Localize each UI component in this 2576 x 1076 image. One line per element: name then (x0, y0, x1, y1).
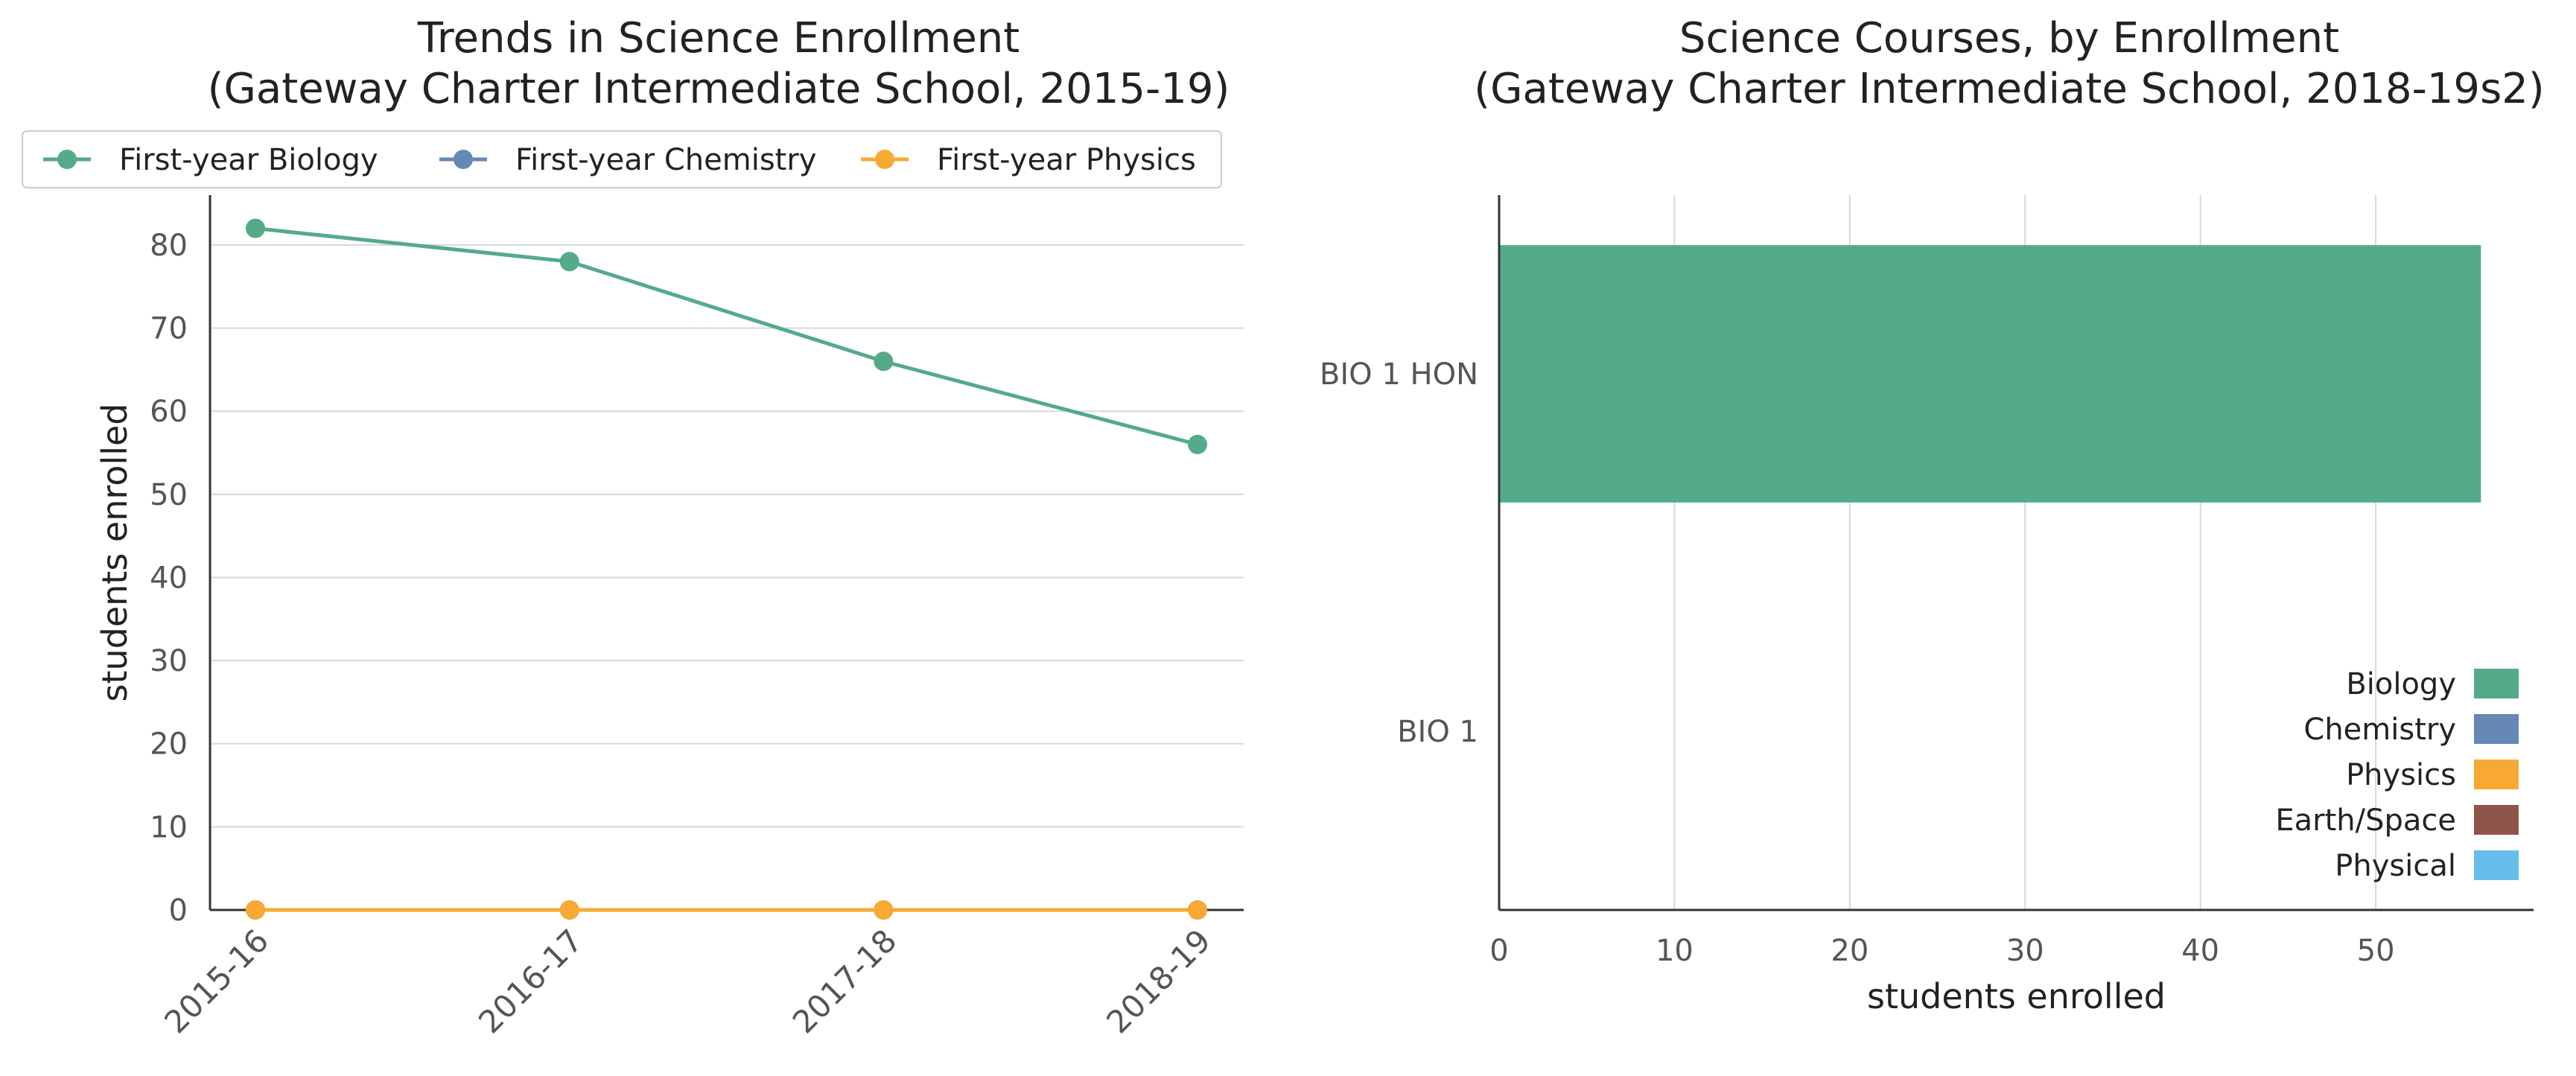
x-tick-label: 2015-16 (157, 922, 276, 1040)
y-tick-label: BIO 1 HON (1320, 357, 1478, 392)
x-tick-label: 30 (2006, 934, 2044, 968)
x-tick-label: 50 (2357, 934, 2395, 968)
data-point-first-year-physics (874, 900, 894, 920)
x-tick-label: 2016-17 (471, 922, 590, 1040)
y-tick-label: 80 (150, 229, 188, 263)
legend-marker (454, 150, 473, 169)
legend-marker (57, 150, 77, 169)
legend-label: Physical (2335, 849, 2456, 883)
x-tick-label: 10 (1656, 934, 1694, 968)
legend-swatch (2474, 669, 2519, 698)
y-tick-label: 0 (169, 894, 188, 928)
legend-label: Biology (2346, 667, 2456, 701)
legend-swatch (2474, 805, 2519, 835)
data-point-first-year-biology (246, 218, 265, 238)
legend-label: Physics (2346, 758, 2456, 792)
y-tick-label: 10 (150, 810, 188, 844)
data-point-first-year-physics (559, 900, 579, 920)
legend-label: Chemistry (2303, 713, 2456, 747)
enrollment-trends-chart: Trends in Science Enrollment(Gateway Cha… (22, 14, 1244, 1040)
y-tick-label: 40 (150, 561, 188, 595)
legend-label: First-year Biology (119, 143, 378, 177)
y-axis-label: students enrolled (95, 404, 135, 702)
y-tick-label: 30 (150, 644, 188, 678)
x-tick-label: 2018-19 (1099, 922, 1218, 1040)
x-tick-label: 0 (1489, 934, 1508, 968)
x-tick-label: 20 (1831, 934, 1869, 968)
bar (1499, 245, 2481, 503)
legend-swatch (2474, 850, 2519, 880)
y-tick-label: 50 (150, 478, 188, 512)
data-point-first-year-physics (246, 900, 265, 920)
y-tick-label: 60 (150, 395, 188, 429)
series-line-first-year-biology (255, 226, 1198, 447)
chart-title-line: (Gateway Charter Intermediate School, 20… (1474, 65, 2544, 113)
x-axis-label: students enrolled (1867, 976, 2166, 1016)
y-tick-label: 70 (150, 312, 188, 346)
data-point-first-year-biology (874, 351, 894, 372)
legend-marker (875, 150, 894, 169)
data-point-first-year-biology (1188, 434, 1207, 454)
y-tick-label: 20 (150, 728, 188, 762)
chart-title-line: (Gateway Charter Intermediate School, 20… (208, 65, 1230, 113)
legend-label: First-year Chemistry (515, 143, 816, 177)
legend-label: Earth/Space (2275, 803, 2456, 838)
chart-title-line: Science Courses, by Enrollment (1679, 14, 2339, 63)
data-point-first-year-biology (559, 252, 579, 272)
legend-swatch (2474, 760, 2519, 789)
data-point-first-year-physics (1188, 900, 1207, 920)
chart-title-line: Trends in Science Enrollment (417, 14, 1020, 63)
y-tick-label: BIO 1 (1397, 715, 1478, 749)
legend-swatch (2474, 714, 2519, 744)
x-tick-label: 40 (2181, 934, 2219, 968)
x-tick-label: 2017-18 (786, 922, 904, 1040)
courses-by-enrollment-chart: Science Courses, by Enrollment(Gateway C… (1320, 14, 2545, 1016)
legend-label: First-year Physics (937, 143, 1196, 177)
legend-box (22, 130, 1222, 188)
